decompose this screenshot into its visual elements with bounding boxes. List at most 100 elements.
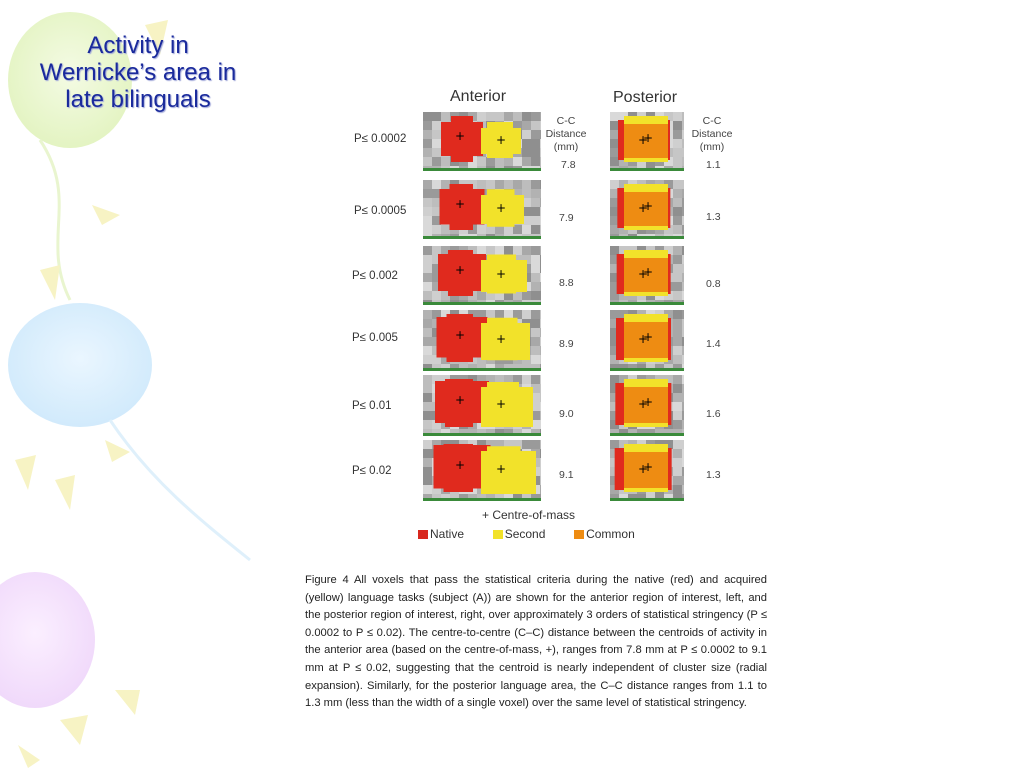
anterior-map-voxel	[423, 449, 432, 458]
anterior-map-voxel	[540, 264, 541, 273]
anterior-map-voxel	[441, 234, 450, 236]
anterior-map-voxel	[522, 375, 531, 384]
anterior-map-voxel	[540, 112, 541, 121]
figure-caption: Figure 4 All voxels that pass the statis…	[305, 574, 767, 710]
posterior-map-voxel	[637, 234, 646, 236]
posterior-map-voxel	[664, 375, 673, 384]
posterior-map-voxel	[610, 300, 619, 302]
anterior-map-voxel	[531, 157, 540, 166]
anterior-map-voxel	[540, 485, 541, 494]
anterior-cc-value-5: 9.0	[559, 408, 574, 420]
anterior-map-voxel	[540, 282, 541, 291]
posterior-map-voxel	[682, 148, 684, 157]
anterior-map-voxel	[504, 300, 513, 302]
anterior-map-voxel	[495, 429, 504, 433]
anterior-map-voxel	[423, 485, 432, 494]
anterior-cc-header-line-2: Distance	[545, 128, 587, 140]
anterior-map-voxel	[441, 180, 450, 189]
anterior-map-voxel	[477, 364, 486, 368]
posterior-map-voxel	[682, 458, 684, 467]
slide-title-line-1: Activity in	[87, 32, 189, 59]
posterior-map-voxel	[646, 166, 655, 168]
posterior-map-voxel	[682, 121, 684, 130]
anterior-second-region	[487, 122, 513, 158]
anterior-cc-value-1: 7.8	[561, 159, 576, 171]
anterior-map-voxel	[531, 355, 540, 364]
anterior-map-voxel	[531, 375, 540, 384]
anterior-map-voxel	[423, 234, 432, 236]
anterior-map-voxel	[531, 216, 540, 225]
anterior-map-voxel	[432, 157, 441, 166]
posterior-map-voxel	[673, 458, 682, 467]
posterior-map-voxel	[619, 364, 628, 368]
posterior-map-voxel	[682, 198, 684, 207]
posterior-map-voxel	[682, 337, 684, 346]
anterior-map-voxel	[468, 166, 477, 168]
legend-centre-of-mass: + Centre-of-mass	[482, 508, 576, 522]
posterior-map-voxel	[610, 355, 619, 364]
posterior-map-voxel	[682, 166, 684, 168]
posterior-map-voxel	[619, 180, 628, 189]
anterior-map-voxel	[468, 494, 477, 498]
anterior-map-voxel	[531, 346, 540, 355]
posterior-second-centroid: +	[643, 395, 653, 409]
posterior-map-voxel	[673, 180, 682, 189]
posterior-map-voxel	[682, 282, 684, 291]
anterior-map-voxel	[531, 207, 540, 216]
posterior-map-voxel	[673, 139, 682, 148]
posterior-map-voxel	[673, 494, 682, 498]
anterior-map-voxel	[522, 216, 531, 225]
anterior-map-voxel	[495, 246, 504, 255]
anterior-map-voxel	[540, 139, 541, 148]
anterior-map-voxel	[423, 216, 432, 225]
anterior-map-voxel	[522, 180, 531, 189]
anterior-map-voxel	[423, 157, 432, 166]
anterior-map-voxel	[459, 429, 468, 433]
anterior-map-voxel	[522, 291, 531, 300]
anterior-map-voxel	[540, 476, 541, 485]
posterior-common-region	[624, 387, 668, 423]
posterior-map-voxel	[646, 494, 655, 498]
anterior-map-voxel	[513, 225, 522, 234]
anterior-cc-header-line-1: C-C	[556, 115, 576, 127]
posterior-map-voxel	[673, 449, 682, 458]
anterior-map-voxel	[495, 364, 504, 368]
posterior-map-voxel	[673, 300, 682, 302]
posterior-map-voxel	[610, 234, 619, 236]
posterior-map-voxel	[682, 364, 684, 368]
posterior-map-voxel	[619, 440, 628, 449]
posterior-map-voxel	[673, 375, 682, 384]
anterior-map-voxel	[477, 180, 486, 189]
posterior-map-voxel	[673, 364, 682, 368]
anterior-map-voxel	[459, 494, 468, 498]
anterior-map-voxel	[513, 494, 522, 498]
posterior-map-voxel	[673, 166, 682, 168]
anterior-map-voxel	[540, 458, 541, 467]
anterior-map-voxel	[441, 291, 450, 300]
posterior-map-voxel	[610, 189, 619, 198]
posterior-native-centroid: +	[638, 397, 648, 411]
anterior-map-voxel	[531, 121, 540, 130]
legend-common-label: Common	[586, 527, 635, 541]
anterior-map-voxel	[531, 384, 540, 393]
anterior-map-voxel	[450, 166, 459, 168]
anterior-map-voxel	[432, 440, 441, 449]
legend-second-swatch	[492, 530, 503, 540]
posterior-map-voxel	[610, 375, 619, 384]
anterior-map-voxel	[468, 364, 477, 368]
anterior-map-voxel	[522, 440, 531, 449]
posterior-map-scale-bar	[610, 302, 684, 305]
anterior-map-voxel	[495, 300, 504, 302]
anterior-map-voxel	[486, 429, 495, 433]
posterior-map-voxel	[610, 319, 619, 328]
anterior-map-voxel	[423, 139, 432, 148]
anterior-map-voxel	[477, 112, 486, 121]
posterior-map-voxel	[673, 189, 682, 198]
posterior-map-voxel	[610, 282, 619, 291]
posterior-map-voxel	[682, 157, 684, 166]
anterior-map-voxel	[522, 225, 531, 234]
anterior-map-voxel	[495, 166, 504, 168]
posterior-map-voxel	[673, 384, 682, 393]
posterior-map-voxel	[619, 246, 628, 255]
